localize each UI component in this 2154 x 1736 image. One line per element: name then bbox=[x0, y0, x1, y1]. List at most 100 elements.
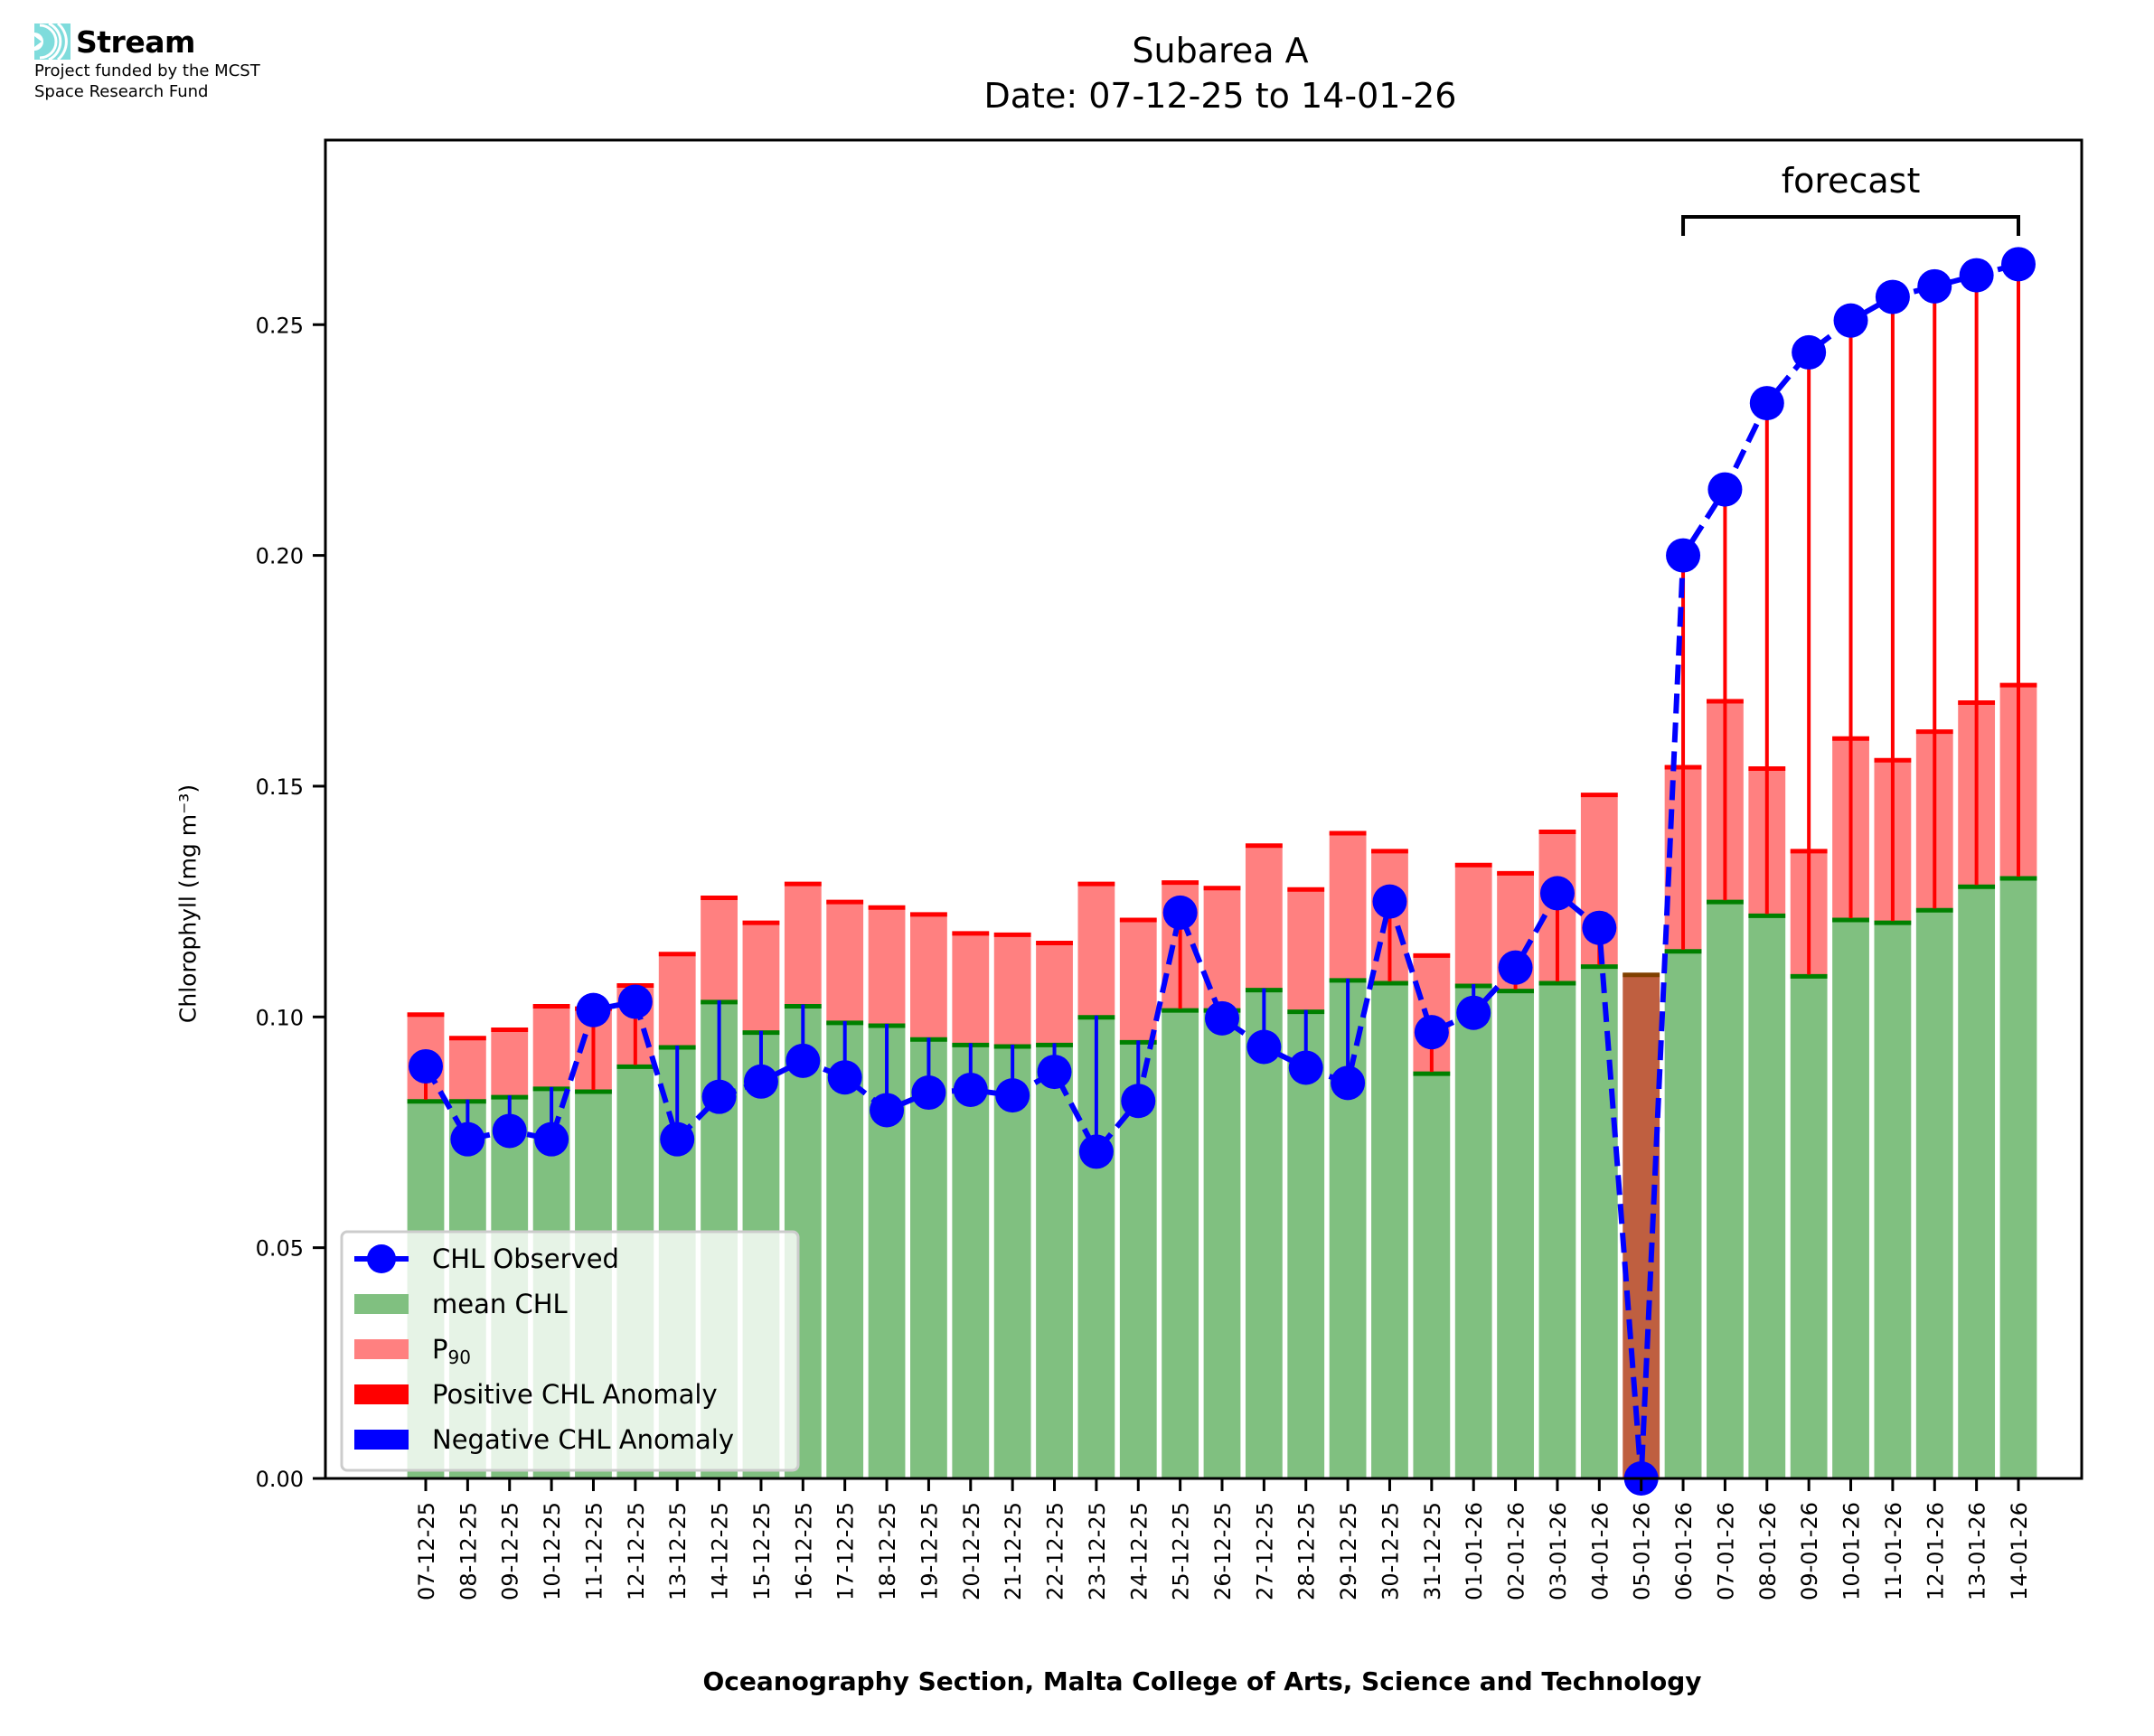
forecast-bracket bbox=[1681, 215, 2020, 236]
x-tick-label: 05-01-26 bbox=[1630, 1502, 1655, 1600]
bar-mean bbox=[1538, 981, 1576, 1478]
bar-p90 bbox=[1454, 863, 1492, 985]
observed-point bbox=[409, 1048, 443, 1084]
observed-point bbox=[1372, 884, 1407, 919]
x-tick-label: 06-01-26 bbox=[1671, 1502, 1697, 1600]
observed-point bbox=[1205, 1000, 1239, 1036]
observed-point bbox=[1331, 1065, 1366, 1101]
legend-box bbox=[340, 1230, 800, 1472]
x-tick-label: 08-12-25 bbox=[456, 1502, 481, 1600]
bar-mean bbox=[1958, 885, 1996, 1478]
legend-swatch-patch-p90 bbox=[354, 1339, 409, 1359]
x-tick-label: 11-12-25 bbox=[581, 1502, 607, 1600]
x-tick-label: 18-12-25 bbox=[875, 1502, 900, 1600]
observed-point bbox=[1498, 950, 1533, 985]
x-tick-label: 12-12-25 bbox=[624, 1502, 649, 1600]
observed-point bbox=[2001, 247, 2036, 282]
bar-mean bbox=[1454, 984, 1492, 1478]
bar-mean bbox=[1790, 974, 1828, 1478]
bar-mean bbox=[1371, 981, 1408, 1478]
observed-line bbox=[423, 261, 2019, 1479]
y-tick-label: 0.00 bbox=[256, 1467, 304, 1492]
bar-mean bbox=[1748, 914, 1786, 1478]
observed-point bbox=[660, 1121, 695, 1157]
observed-point bbox=[953, 1072, 988, 1107]
x-tick-label: 14-01-26 bbox=[2007, 1502, 2032, 1600]
observed-point bbox=[1707, 472, 1743, 507]
bar-mean bbox=[1036, 1043, 1073, 1478]
bar-mean bbox=[1203, 1009, 1241, 1478]
x-tick-label: 26-12-25 bbox=[1210, 1502, 1236, 1600]
bar-p90 bbox=[784, 882, 822, 1005]
observed-point bbox=[870, 1093, 905, 1128]
x-tick-label: 01-01-26 bbox=[1462, 1502, 1487, 1600]
bar-mean bbox=[1245, 988, 1283, 1478]
chart-subtitle: Date: 07-12-25 to 14-01-26 bbox=[983, 76, 1457, 116]
observed-point bbox=[785, 1043, 821, 1078]
observed-point bbox=[534, 1121, 569, 1157]
stream-logo: Stream Project funded by the MCST Space … bbox=[34, 23, 260, 101]
y-tick-label: 0.25 bbox=[256, 313, 304, 338]
bar-mean bbox=[1497, 989, 1534, 1478]
x-tick-label: 10-12-25 bbox=[540, 1502, 565, 1600]
legend-label: Positive CHL Anomaly bbox=[432, 1379, 718, 1410]
bar-mean bbox=[1162, 1009, 1199, 1478]
observed-point bbox=[450, 1121, 485, 1157]
bar-p90 bbox=[1203, 886, 1241, 1009]
y-tick-label: 0.05 bbox=[256, 1236, 304, 1262]
logo-subtitle-1: Project funded by the MCST bbox=[34, 61, 260, 80]
x-tick-label: 24-12-25 bbox=[1126, 1502, 1152, 1600]
y-tick-label: 0.20 bbox=[256, 544, 304, 569]
bar-p90 bbox=[701, 896, 738, 1000]
observed-point bbox=[1246, 1029, 1282, 1065]
bar-p90 bbox=[1245, 843, 1283, 989]
x-tick-label: 13-12-25 bbox=[665, 1502, 691, 1600]
bar-p90 bbox=[1036, 941, 1073, 1044]
plot-frame bbox=[324, 138, 2083, 1480]
x-tick-label: 07-12-25 bbox=[414, 1502, 439, 1600]
x-tick-label: 13-01-26 bbox=[1965, 1502, 1990, 1600]
observed-point bbox=[1121, 1084, 1156, 1119]
bar-p90 bbox=[532, 1004, 570, 1087]
bar-p90 bbox=[1329, 830, 1367, 979]
logo-subtitle-2: Space Research Fund bbox=[34, 82, 209, 101]
observed-point bbox=[576, 992, 611, 1028]
x-tick-label: 12-01-26 bbox=[1923, 1502, 1948, 1600]
x-tick-label: 03-01-26 bbox=[1546, 1502, 1571, 1600]
x-tick-label: 14-12-25 bbox=[708, 1502, 733, 1600]
x-tick-label: 08-01-26 bbox=[1755, 1502, 1781, 1600]
observed-point bbox=[701, 1079, 737, 1114]
observed-point bbox=[1456, 995, 1491, 1030]
bar-mean bbox=[952, 1043, 990, 1478]
bar-p90 bbox=[448, 1036, 486, 1100]
x-tick-label: 21-12-25 bbox=[1001, 1502, 1026, 1600]
observed-point bbox=[1539, 876, 1575, 911]
observed-point bbox=[1582, 910, 1617, 945]
bar-mean bbox=[1874, 921, 1912, 1478]
bar-mean bbox=[1580, 964, 1618, 1478]
bar-mean bbox=[1287, 1009, 1325, 1478]
observed-point bbox=[1162, 895, 1198, 930]
legend-label: mean CHL bbox=[432, 1289, 568, 1319]
x-tick-label: 27-12-25 bbox=[1252, 1502, 1277, 1600]
bar-p90 bbox=[910, 912, 947, 1038]
bar-p90 bbox=[491, 1028, 529, 1096]
legend-swatch-patch-pos bbox=[354, 1384, 409, 1404]
forecast-label: forecast bbox=[1782, 161, 1921, 201]
observed-point bbox=[995, 1078, 1030, 1113]
observed-point bbox=[743, 1064, 778, 1099]
x-tick-label: 16-12-25 bbox=[791, 1502, 816, 1600]
x-axis-label: Oceanography Section, Malta College of A… bbox=[702, 1666, 1702, 1696]
observed-point bbox=[1666, 538, 1701, 573]
chart-title: Subarea A bbox=[1132, 31, 1309, 70]
bar-mean bbox=[1664, 949, 1702, 1478]
x-tick-label: 11-01-26 bbox=[1881, 1502, 1906, 1600]
x-tick-label: 25-12-25 bbox=[1169, 1502, 1194, 1600]
bar-p90 bbox=[868, 906, 906, 1024]
observed-point bbox=[911, 1075, 946, 1111]
observed-point bbox=[1037, 1055, 1072, 1090]
bar-p90 bbox=[952, 931, 990, 1044]
legend-label-subscript: 90 bbox=[448, 1347, 471, 1368]
